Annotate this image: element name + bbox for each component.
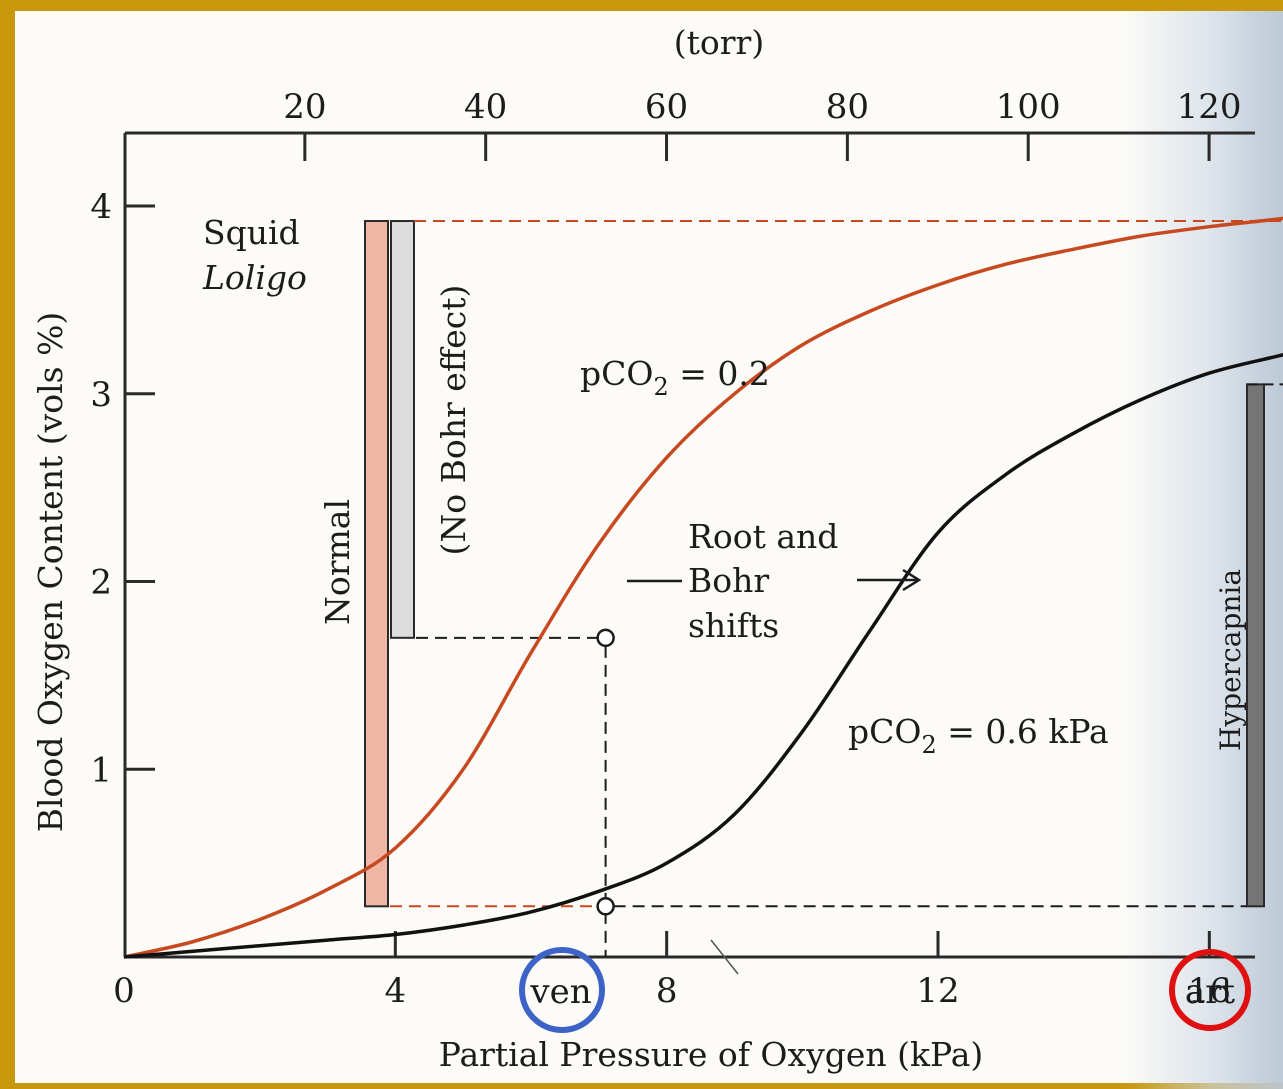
curve-markers [596,628,615,916]
bar-hypercapnia [1246,383,1265,908]
art-highlight-circle [1169,949,1251,1031]
series-label-pco2-0-6-tail: = 0.6 kPa [937,712,1109,751]
page-scratch-mark [710,939,739,975]
y-tick-label: 3 [90,375,112,415]
dashed-guides [390,220,1283,957]
figure-panel [15,11,1283,1083]
top-tick-label: 60 [645,87,688,127]
top-tick-label: 40 [464,87,507,127]
curve-pco2-0-2 [123,216,1283,959]
curve-marker [596,897,615,916]
species-italic-label: Loligo [202,258,307,297]
x-tick-label: 8 [656,971,678,1011]
curves [123,216,1283,959]
y-tick-label: 2 [90,563,112,603]
shift-label-line-1: Root and [688,517,838,556]
series-label-pco2-0-2-tail: = 0.2 [669,354,770,393]
bar-no-bohr-effect [390,220,415,639]
shift-label-line-3: shifts [688,606,779,645]
series-label-pco2-0-2-text: pCO [580,354,653,393]
axes-frame [123,131,1255,959]
bar-normal [364,220,389,908]
y-tick-label: 4 [90,187,112,227]
series-label-pco2-0-6-sub: 2 [921,731,936,759]
x-axis-title: Partial Pressure of Oxygen (kPa) [439,1035,984,1074]
art-label: art [1185,972,1236,1012]
top-tick-label: 80 [826,87,869,127]
saturation-bars [364,220,1265,908]
x-tick-label: 4 [385,971,407,1011]
ven-label: ven [529,972,591,1012]
bar-label-hypercapnia: Hypercapnia [1214,569,1247,751]
x-tick-label: 16 [1188,971,1231,1011]
top-tick-label: 120 [1177,87,1242,127]
ven-highlight-circle [519,947,605,1033]
series-label-pco2-0-2: pCO2 = 0.2 [580,354,770,401]
curve-pco2-0-6 [123,353,1283,959]
bar-label-normal: Normal [318,499,357,625]
y-tick-label: 1 [90,750,112,790]
x-tick-label: 12 [916,971,959,1011]
series-label-pco2-0-2-sub: 2 [653,373,668,401]
y-axis-title: Blood Oxygen Content (vols %) [31,312,70,833]
top-tick-label: 100 [996,87,1061,127]
bar-label-no-bohr: (No Bohr effect) [434,285,473,556]
series-label-pco2-0-6-text: pCO [848,712,921,751]
species-label: Squid [203,213,300,252]
series-label-pco2-0-6: pCO2 = 0.6 kPa [848,712,1109,759]
x-tick-label: 0 [113,971,135,1011]
curve-marker [596,628,615,648]
shift-label-line-2: Bohr [688,561,769,600]
shift-arrow-icon [857,568,922,592]
top-axis-title: (torr) [674,23,764,62]
top-tick-label: 20 [283,87,326,127]
